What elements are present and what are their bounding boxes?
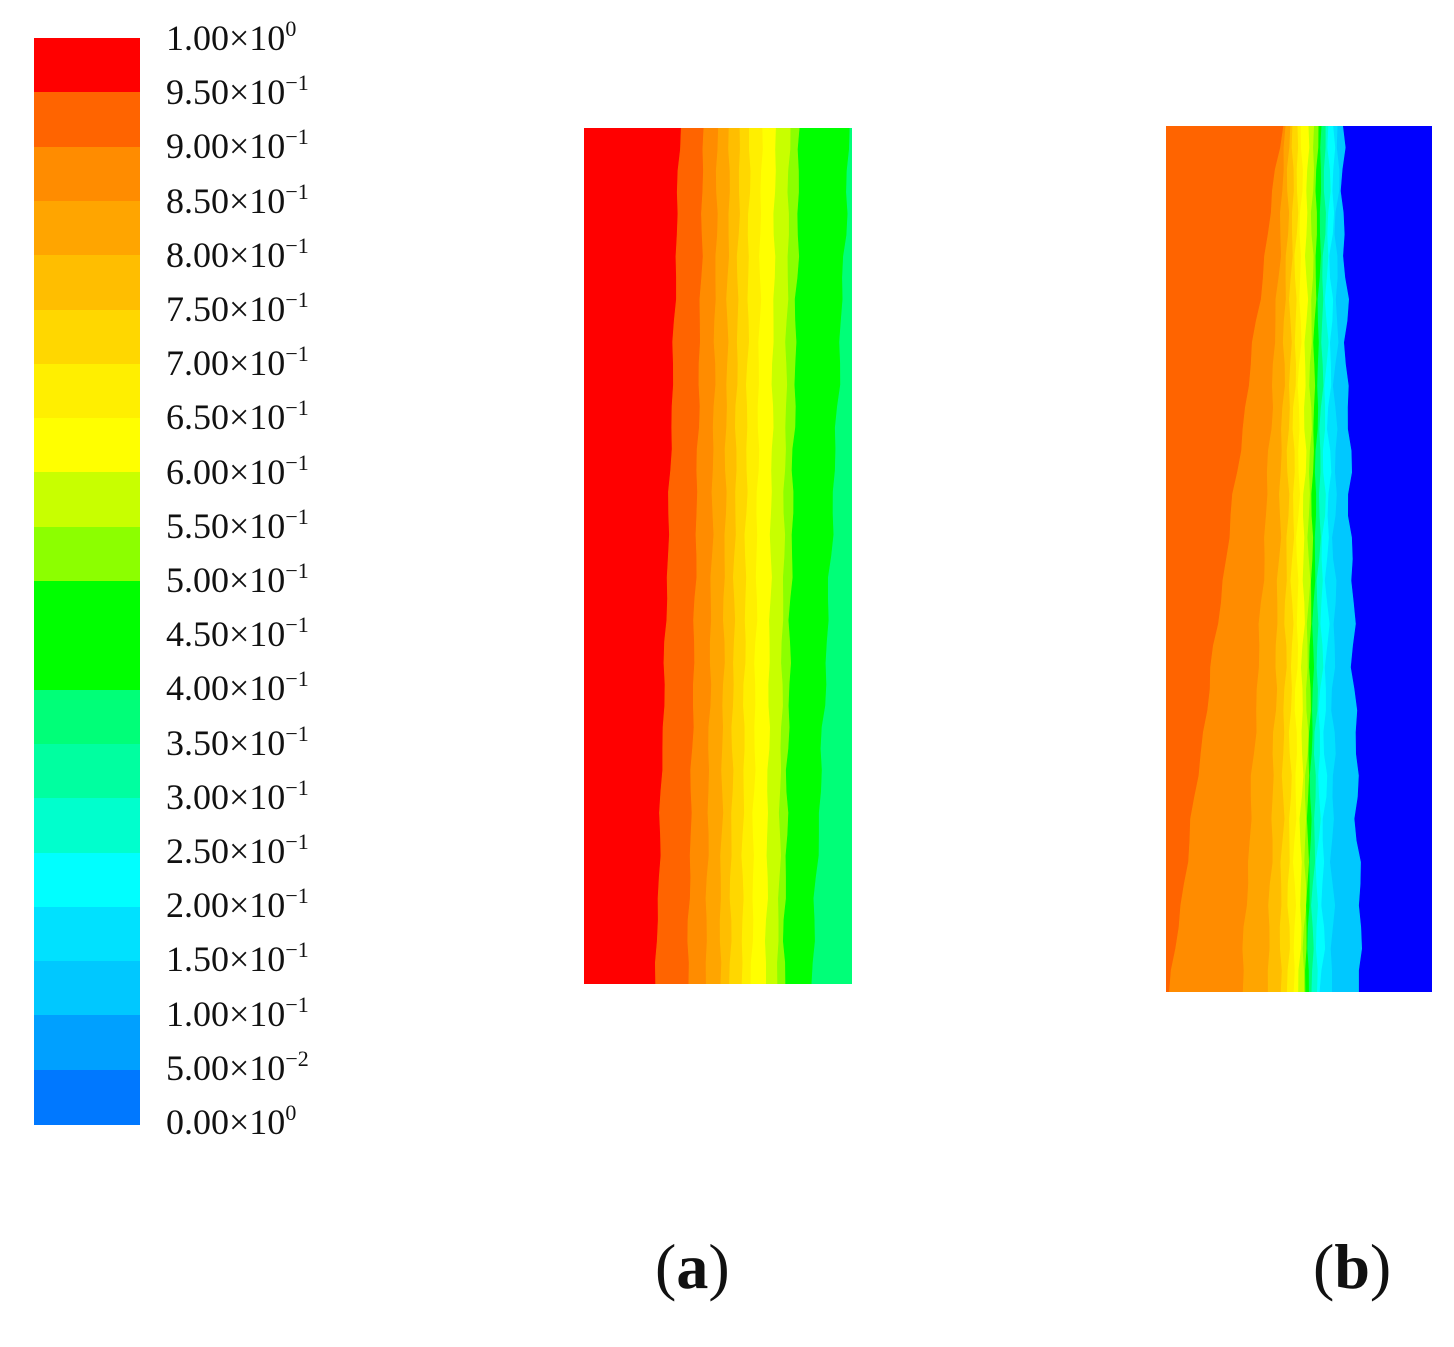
colorbar-band [34, 146, 140, 202]
contour-band [1340, 126, 1432, 992]
colorbar-band [34, 472, 140, 528]
colorbar-tick-label: 7.50×10−1 [166, 287, 309, 329]
colorbar-band [34, 418, 140, 473]
colorbar-tick-label: 2.50×10−1 [166, 829, 309, 871]
colorbar-band [34, 255, 140, 311]
colorbar-band [34, 635, 140, 691]
colorbar-tick-label: 3.00×10−1 [166, 774, 309, 817]
contour-band [811, 128, 852, 984]
colorbar-band [34, 581, 140, 636]
colorbar-tick-label: 5.00×10−1 [166, 558, 309, 600]
colorbar-band [34, 689, 140, 745]
colorbar-tick-label: 9.50×10−1 [166, 70, 309, 113]
colorbar-tick-label: 5.50×10−1 [166, 503, 309, 546]
panel-label-a: (a) [655, 1231, 730, 1302]
colorbar-band [34, 961, 140, 1016]
contour-plot-a [584, 128, 852, 984]
colorbar-tick-label: 2.00×10−1 [166, 883, 309, 926]
colorbar-band [34, 1015, 140, 1071]
colorbar [34, 38, 140, 1125]
colorbar-tick-label: 4.50×10−1 [166, 612, 309, 655]
colorbar-tick-label: 9.00×10−1 [166, 124, 309, 167]
colorbar-band [34, 1069, 140, 1125]
colorbar-band [34, 526, 140, 582]
colorbar-tick-label: 0.00×100 [166, 1100, 297, 1142]
colorbar-band [34, 363, 140, 419]
colorbar-band [34, 309, 140, 365]
colorbar-tick-label: 8.50×10−1 [166, 178, 309, 221]
colorbar-band [34, 852, 140, 908]
colorbar-tick-label: 8.00×10−1 [166, 232, 309, 275]
colorbar-band [34, 200, 140, 256]
colorbar-tick-label: 1.00×100 [166, 16, 297, 58]
colorbar-tick-label: 6.00×10−1 [166, 449, 309, 492]
contour-plot-b [1166, 126, 1432, 992]
colorbar-band [34, 906, 140, 962]
panel-label-b: (b) [1313, 1231, 1392, 1302]
colorbar-tick-label: 1.00×10−1 [166, 991, 309, 1034]
colorbar-band [34, 38, 140, 93]
colorbar-tick-label: 6.50×10−1 [166, 395, 309, 438]
colorbar-band [34, 92, 140, 148]
colorbar-tick-label: 3.50×10−1 [166, 720, 309, 763]
colorbar-tick-label: 7.00×10−1 [166, 341, 309, 384]
colorbar-tick-label: 1.50×10−1 [166, 937, 309, 980]
colorbar-band [34, 798, 140, 854]
colorbar-labels: 1.00×100 9.50×10−1 9.00×10−1 8.50×10−1 8.00×… [166, 0, 366, 1142]
colorbar-band [34, 743, 140, 799]
colorbar-tick-label: 4.00×10−1 [166, 666, 309, 709]
colorbar-tick-label: 5.00×10−2 [166, 1045, 309, 1088]
